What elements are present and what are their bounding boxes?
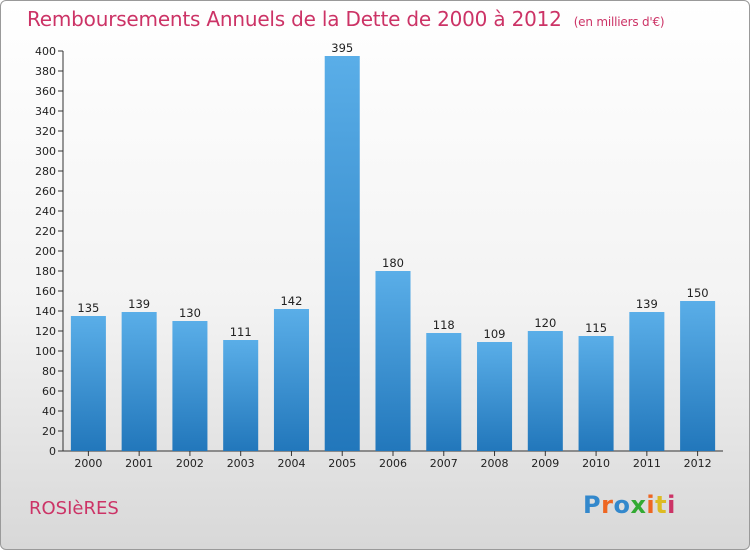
x-tick-label-2007: 2007 [430, 457, 458, 470]
x-tick-label-2009: 2009 [531, 457, 559, 470]
value-label-2005: 395 [331, 41, 353, 55]
x-tick-label-2006: 2006 [379, 457, 407, 470]
title-unit: (en milliers d'€) [573, 15, 665, 29]
bar-2009 [527, 331, 563, 451]
bar-2006 [375, 271, 411, 451]
bar-2001 [121, 312, 157, 451]
x-tick-label-2001: 2001 [125, 457, 153, 470]
y-tick-label: 300 [35, 145, 56, 158]
y-tick-label: 20 [42, 425, 56, 438]
x-tick-label-2000: 2000 [74, 457, 102, 470]
y-axis: 0 20 40 60 80 100 120 140 160 180 200 220 240 260 280 3… [35, 45, 64, 458]
y-tick-label: 340 [35, 105, 56, 118]
value-label-2009: 120 [534, 316, 556, 330]
bar-2008 [477, 342, 513, 451]
bar-2007 [426, 333, 462, 451]
y-tick-label: 220 [35, 225, 56, 238]
bar-2004 [273, 309, 309, 451]
y-tick-label: 120 [35, 325, 56, 338]
x-tick-label-2011: 2011 [633, 457, 661, 470]
y-tick-label: 380 [35, 65, 56, 78]
value-label-2011: 139 [636, 297, 658, 311]
city-name: ROSIèRES [29, 498, 119, 519]
value-label-2007: 118 [433, 318, 455, 332]
x-tick-label-2005: 2005 [328, 457, 356, 470]
y-tick-label: 320 [35, 125, 56, 138]
y-tick-label: 140 [35, 305, 56, 318]
logo-letter: r [601, 491, 614, 519]
y-tick-label: 280 [35, 165, 56, 178]
y-tick-label: 160 [35, 285, 56, 298]
y-tick-label: 400 [35, 45, 56, 58]
bar-2003 [223, 340, 259, 451]
proxiti-logo[interactable]: Proxiti [583, 491, 676, 519]
y-tick-label: 100 [35, 345, 56, 358]
bar-2000 [70, 316, 106, 451]
x-tick-label-2004: 2004 [277, 457, 305, 470]
value-label-2012: 150 [687, 286, 709, 300]
x-tick-label-2012: 2012 [684, 457, 712, 470]
chart-title: Remboursements Annuels de la Dette de 20… [27, 7, 665, 31]
y-tick-label: 180 [35, 265, 56, 278]
y-tick-label: 0 [49, 445, 56, 458]
y-tick-label: 80 [42, 365, 56, 378]
value-label-2010: 115 [585, 321, 607, 335]
value-label-2003: 111 [230, 325, 252, 339]
value-label-2006: 180 [382, 256, 404, 270]
bar-2011 [629, 312, 665, 451]
value-label-2000: 135 [77, 301, 99, 315]
value-label-2002: 130 [179, 306, 201, 320]
y-tick-label: 200 [35, 245, 56, 258]
y-tick-label: 60 [42, 385, 56, 398]
x-axis: 2000 2001 2002 2003 2004 2005 2006 2007 2008 2009… [63, 450, 723, 470]
bar-2012 [680, 301, 716, 451]
logo-letter: P [583, 491, 602, 519]
x-tick-label-2002: 2002 [176, 457, 204, 470]
bar-2005 [324, 56, 360, 451]
bar-2010 [578, 336, 614, 451]
x-tick-label-2003: 2003 [227, 457, 255, 470]
logo-letter: x [630, 491, 647, 519]
logo-letter: i [646, 491, 656, 519]
x-tick-label-2010: 2010 [582, 457, 610, 470]
y-tick-label: 360 [35, 85, 56, 98]
y-tick-label: 40 [42, 405, 56, 418]
title-text: Remboursements Annuels de la Dette de 20… [27, 7, 562, 31]
value-label-2008: 109 [484, 327, 506, 341]
logo-letter: i [667, 491, 676, 519]
bar-2002 [172, 321, 208, 451]
x-tick-label-2008: 2008 [481, 457, 509, 470]
data-labels: 135 139 130 111 142 395 180 118 109 120 115 139 150 [77, 41, 708, 341]
value-label-2004: 142 [280, 294, 302, 308]
y-tick-label: 240 [35, 205, 56, 218]
logo-letter: o [613, 491, 631, 519]
bars [70, 56, 716, 451]
value-label-2001: 139 [128, 297, 150, 311]
logo-letter: t [655, 491, 668, 519]
y-tick-label: 260 [35, 185, 56, 198]
